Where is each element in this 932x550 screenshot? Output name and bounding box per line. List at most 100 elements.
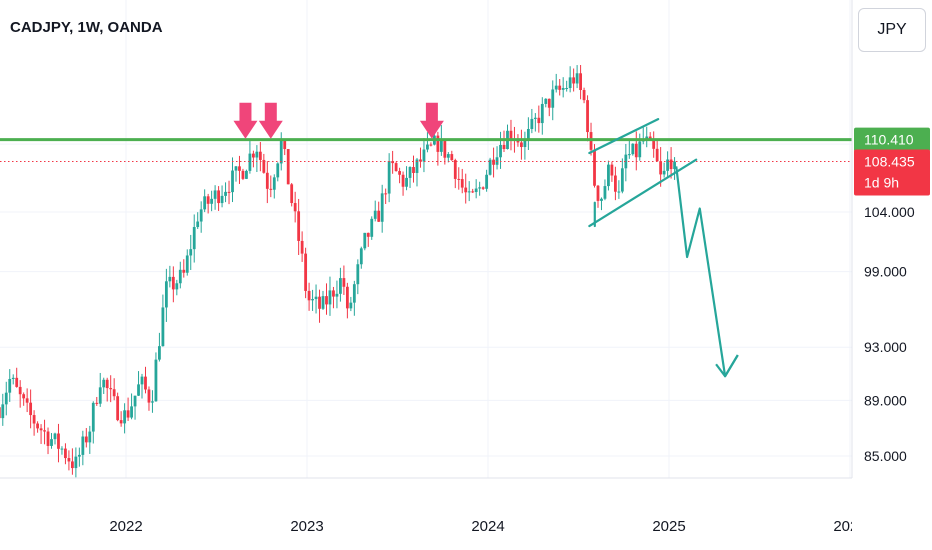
candle-body	[189, 249, 193, 256]
candle-body	[251, 153, 255, 158]
y-tick-label: 104.000	[864, 204, 915, 220]
candle-body	[311, 299, 314, 301]
candle-body	[565, 88, 569, 90]
candle-body	[332, 290, 335, 297]
candle-body	[380, 193, 384, 222]
candle-body	[39, 428, 43, 431]
candle-body	[551, 89, 555, 108]
candle-body	[130, 406, 133, 418]
candle-body	[384, 193, 388, 195]
candle-body	[464, 187, 468, 193]
candle-body	[269, 188, 273, 190]
candle-body	[345, 286, 349, 309]
candle-body	[547, 98, 551, 108]
candle-body	[314, 296, 318, 300]
candle-body	[645, 136, 649, 139]
candle-body	[151, 401, 154, 403]
top-marker-arrow-icon	[258, 102, 283, 139]
candle-body	[610, 164, 614, 176]
candle-body	[457, 178, 461, 180]
candle-body	[81, 436, 85, 455]
candle-body	[158, 346, 161, 360]
candle-body	[154, 359, 158, 402]
candle-body	[53, 433, 57, 440]
candle-body	[283, 140, 287, 150]
candle-body	[669, 159, 673, 170]
candle-body	[137, 384, 140, 396]
candle-body	[164, 281, 168, 308]
candle-body	[203, 196, 207, 210]
candle-body	[112, 389, 116, 397]
candle-body	[412, 167, 415, 173]
candle-body	[258, 151, 262, 160]
drawings	[0, 102, 852, 378]
axis-corner	[852, 478, 932, 550]
candle-body	[144, 376, 147, 390]
y-tick-label: 99.000	[864, 264, 907, 280]
candle-body	[335, 293, 339, 297]
candle-body	[36, 423, 39, 429]
candle-body	[481, 187, 485, 189]
candle-body	[575, 73, 579, 84]
candle-body	[377, 210, 381, 222]
candle-body	[126, 410, 130, 418]
candle-body	[88, 431, 92, 443]
candle-body	[488, 159, 492, 175]
candle-body	[64, 448, 67, 459]
candle-body	[307, 290, 311, 301]
candle-body	[77, 454, 81, 457]
candle-body	[499, 144, 502, 158]
candle-body	[231, 170, 234, 193]
currency-button[interactable]: JPY	[858, 8, 926, 52]
candle-body	[171, 276, 175, 290]
candle-body	[29, 402, 33, 416]
candle-body	[227, 191, 231, 193]
candle-body	[520, 142, 523, 148]
candle-body	[70, 461, 74, 469]
candle-body	[422, 149, 426, 162]
candle-body	[109, 388, 113, 390]
resistance-badge	[854, 127, 930, 152]
candle-body	[401, 174, 405, 187]
top-marker-arrow-icon	[419, 102, 444, 139]
candle-body	[175, 283, 179, 290]
candle-body	[119, 420, 123, 424]
candle-body	[415, 159, 419, 173]
candle-body	[265, 172, 269, 189]
last-price-badge	[854, 149, 930, 196]
candle-body	[245, 170, 248, 179]
candle-body	[398, 171, 401, 175]
candle-body	[297, 211, 301, 241]
candle-body	[25, 398, 29, 403]
candle-body	[471, 191, 475, 193]
candle-body	[279, 140, 283, 164]
candle-body	[234, 166, 238, 171]
candle-body	[387, 161, 391, 194]
candle-body	[627, 154, 631, 156]
top-marker-arrow-icon	[233, 102, 258, 139]
candle-body	[439, 138, 443, 152]
candle-body	[255, 151, 259, 158]
candle-body	[178, 269, 182, 284]
candle-body	[391, 161, 395, 164]
candle-body	[359, 248, 363, 265]
candle-body	[485, 174, 489, 189]
x-tick-label: 2025	[652, 518, 685, 535]
candle-body	[453, 160, 457, 179]
candle-body	[673, 161, 676, 170]
projection-arrowhead	[715, 354, 739, 378]
candle-body	[43, 430, 46, 432]
candle-body	[238, 166, 241, 171]
candle-body	[224, 191, 227, 196]
candle-body	[321, 296, 325, 309]
candle-body	[568, 77, 572, 89]
candle-body	[370, 218, 374, 237]
candle-body	[460, 179, 464, 188]
candle-body	[607, 164, 610, 187]
candle-body	[600, 198, 603, 201]
candle-body	[582, 90, 586, 101]
candle-body	[363, 232, 367, 249]
candle-body	[523, 138, 527, 148]
candle-body	[478, 187, 482, 189]
